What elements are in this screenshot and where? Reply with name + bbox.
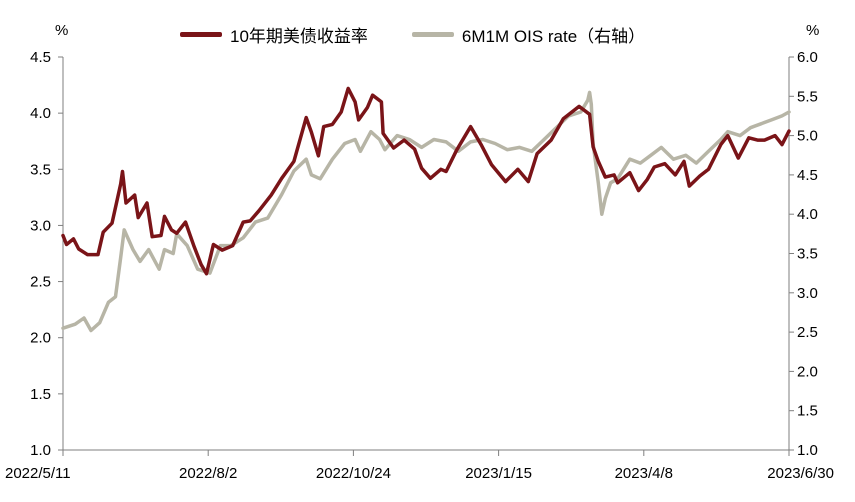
- y-right-tick-label: 4.0: [797, 206, 818, 223]
- y-right-tick-label: 6.0: [797, 49, 818, 66]
- legend-item-ois: 6M1M OIS rate（右轴）: [411, 22, 646, 47]
- y-left-tick-label: 2.5: [30, 274, 51, 291]
- series-line-treasury-10y: [61, 86, 791, 276]
- legend-label-treasury: 10年期美债收益率: [230, 27, 368, 46]
- y-left-tick-label: 3.0: [30, 217, 51, 234]
- y-left-tick-label: 4.0: [30, 105, 51, 122]
- left-axis-unit: %: [55, 22, 69, 39]
- y-right-tick-label: 2.0: [797, 363, 818, 380]
- y-right-tick-label: 5.0: [797, 128, 818, 145]
- x-tick-label: 2022/8/2: [179, 465, 237, 482]
- y-left-tick-label: 3.5: [30, 161, 51, 178]
- x-tick-label: 2023/4/8: [615, 465, 673, 482]
- legend-swatch-treasury: [180, 32, 222, 37]
- y-left-tick-label: 2.0: [30, 330, 51, 347]
- y-right-tick-label: 5.5: [797, 88, 818, 105]
- right-axis-unit: %: [806, 22, 820, 39]
- y-left-tick-label: 1.5: [30, 386, 51, 403]
- series-line-6m1m-ois: [61, 90, 791, 333]
- y-right-tick-label: 3.0: [797, 285, 818, 302]
- legend-swatch-ois: [411, 32, 454, 37]
- y-left-tick-label: 4.5: [30, 49, 51, 66]
- chart-legend: 10年期美债收益率 6M1M OIS rate（右轴）: [180, 22, 645, 47]
- legend-label-ois: 6M1M OIS rate（右轴）: [461, 27, 646, 46]
- x-tick-label: 2023/6/30: [767, 465, 834, 482]
- y-right-tick-label: 4.5: [797, 167, 818, 184]
- legend-item-treasury: 10年期美债收益率: [180, 22, 368, 47]
- x-tick-label: 2022/5/11: [5, 465, 71, 482]
- y-left-tick-label: 1.0: [30, 442, 51, 459]
- y-right-tick-label: 3.5: [797, 246, 818, 263]
- x-tick-label: 2022/10/24: [316, 465, 391, 482]
- y-right-tick-label: 1.0: [797, 442, 818, 459]
- y-right-tick-label: 2.5: [797, 324, 818, 341]
- y-right-tick-label: 1.5: [797, 403, 818, 420]
- x-tick-label: 2023/1/15: [465, 465, 532, 482]
